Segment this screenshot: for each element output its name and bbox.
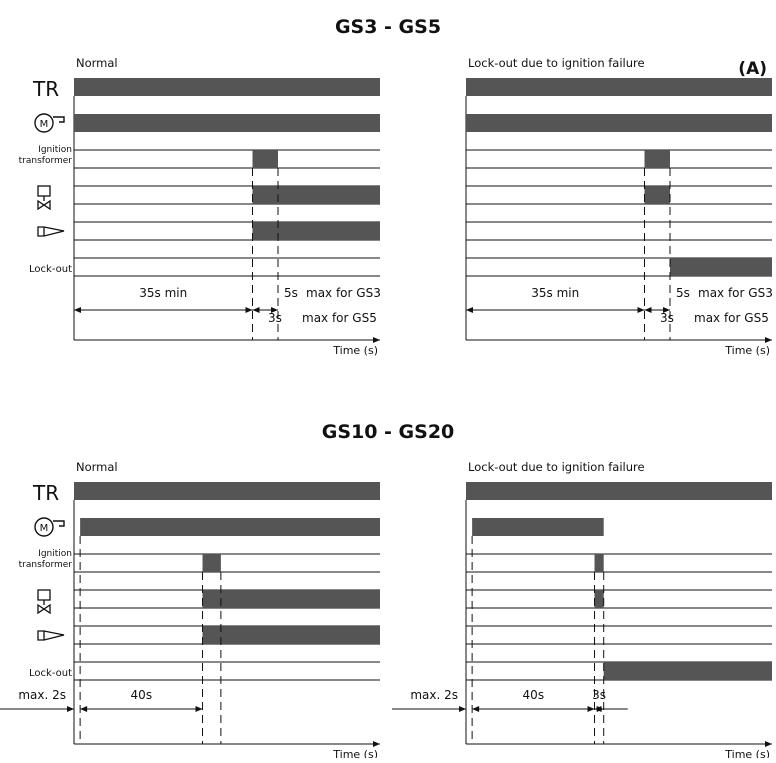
span-second-label: 5s — [284, 286, 298, 300]
panel-subtitle: Lock-out due to ignition failure — [468, 56, 645, 70]
span-second-note: max for GS3 — [698, 286, 773, 300]
pre-arrow — [0, 706, 74, 712]
span-first — [472, 706, 595, 712]
time-axis — [74, 337, 380, 343]
span-first — [466, 307, 645, 313]
bar-valve — [252, 186, 380, 204]
bar-valve — [594, 590, 604, 608]
pre-arrow — [392, 706, 466, 712]
bar-motor — [80, 518, 381, 536]
signal-label-tr: TR — [32, 77, 59, 101]
span-first-label: 40s — [523, 688, 545, 702]
span-third-label: 3s — [660, 311, 674, 325]
bar-tr — [74, 482, 380, 500]
time-axis-label: Time (s) — [332, 748, 378, 758]
figure-label: (A) — [738, 59, 767, 79]
span-first-label: 35s min — [139, 286, 187, 300]
bar-flame — [252, 222, 380, 240]
valve-icon — [37, 185, 51, 211]
time-axis — [466, 741, 772, 747]
pre-label: max. 2s — [18, 688, 66, 702]
bar-lockout — [603, 662, 772, 680]
section-title-gs10-gs20: GS10 - GS20 — [322, 421, 455, 443]
span-first — [74, 307, 253, 313]
signal-label-ignition-1: Ignition — [38, 549, 72, 559]
panel-subtitle: Lock-out due to ignition failure — [468, 460, 645, 474]
signal-label-lockout: Lock-out — [29, 668, 72, 679]
span-second — [644, 307, 670, 313]
signal-labels-top: TR M Ignition transformer Lock-out — [19, 77, 73, 275]
signal-label-lockout: Lock-out — [29, 264, 72, 275]
bar-ignition — [202, 554, 221, 572]
motor-icon-letter: M — [40, 523, 49, 534]
span-first-label: 40s — [131, 688, 153, 702]
panel-gs3-normal: Normal 35s min 5s max for GS3 3s max for GS5 T… — [73, 56, 381, 357]
span-second-label: 3s — [592, 688, 606, 702]
bar-ignition — [252, 150, 278, 168]
span-second — [252, 307, 278, 313]
motor-icon: M — [34, 517, 65, 537]
bar-motor — [472, 518, 604, 536]
motor-icon-letter: M — [40, 119, 49, 130]
signal-label-ignition-2: transformer — [19, 156, 73, 166]
signal-label-tr: TR — [32, 481, 59, 505]
span-second-label: 5s — [676, 286, 690, 300]
valve-icon — [37, 589, 51, 615]
panel-gs10-normal: Normal max. 2s 40s Time (s) — [0, 460, 381, 761]
span-third-note: max for GS5 — [302, 311, 377, 325]
signal-labels-bottom: TR M Ignition transformer Lock-out — [19, 481, 73, 679]
bar-tr — [74, 78, 380, 96]
bar-motor — [466, 114, 772, 132]
span-first-label: 35s min — [531, 286, 579, 300]
signal-label-ignition-1: Ignition — [38, 145, 72, 155]
bar-tr — [466, 78, 772, 96]
time-axis-label: Time (s) — [724, 344, 770, 357]
flame-sensor-icon — [37, 226, 65, 237]
signal-label-ignition-2: transformer — [19, 560, 73, 570]
motor-icon: M — [34, 113, 65, 133]
panel-gs3-lockout: Lock-out due to ignition failure 35s min 5… — [465, 56, 773, 357]
panel-subtitle: Normal — [76, 56, 118, 70]
bar-valve — [202, 590, 380, 608]
section-title-gs3-gs5: GS3 - GS5 — [335, 16, 441, 38]
panel-subtitle: Normal — [76, 460, 118, 474]
bar-flame — [202, 626, 380, 644]
span-second — [594, 706, 604, 712]
flame-sensor-icon — [37, 630, 65, 641]
time-axis — [74, 741, 380, 747]
time-axis-label: Time (s) — [724, 748, 770, 758]
bar-tr — [466, 482, 772, 500]
bar-ignition — [644, 150, 670, 168]
bar-ignition — [594, 554, 604, 572]
bar-motor — [74, 114, 380, 132]
panel-gs10-lockout: Lock-out due to ignition failure max. 2s 4… — [392, 460, 772, 761]
time-axis — [466, 337, 772, 343]
pre-label: max. 2s — [410, 688, 458, 702]
time-axis-label: Time (s) — [332, 344, 378, 357]
span-third-note: max for GS5 — [694, 311, 769, 325]
span-first — [80, 706, 203, 712]
bar-valve — [644, 186, 670, 204]
span-third-label: 3s — [268, 311, 282, 325]
span-second-note: max for GS3 — [306, 286, 381, 300]
bar-lockout — [670, 258, 772, 276]
